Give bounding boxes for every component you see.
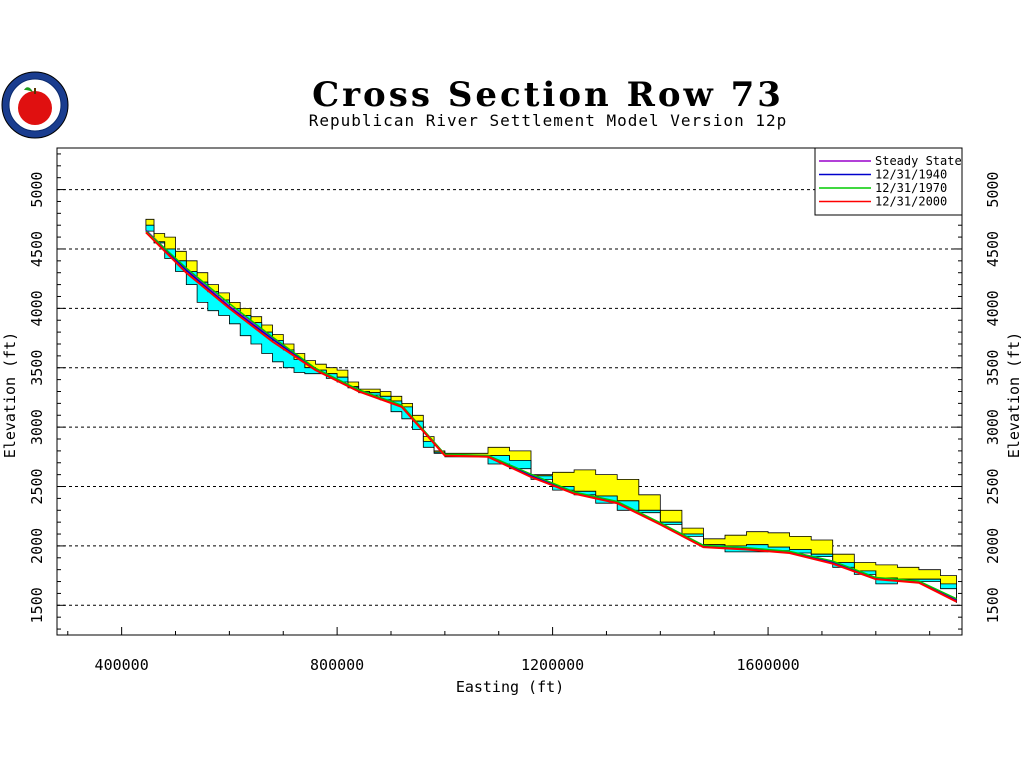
series-line-0	[145, 229, 957, 601]
apple-seal-logo	[1, 71, 69, 139]
y-tick-label-right: 1500	[984, 587, 1002, 623]
series-line-3	[145, 231, 958, 603]
series-line-1	[145, 230, 957, 602]
gridlines	[57, 189, 962, 606]
y-tick-label-right: 3000	[984, 409, 1002, 445]
layer-areas	[145, 218, 957, 603]
legend: Steady State12/31/194012/31/197012/31/20…	[814, 147, 963, 216]
y-tick-label-left: 5000	[28, 172, 46, 208]
x-tick-label: 1200000	[521, 656, 584, 674]
y-tick-label-left: 4500	[28, 231, 46, 267]
legend-label-2: 12/31/1970	[875, 181, 947, 195]
x-tick-label: 800000	[310, 656, 364, 674]
y-tick-label-left: 2500	[28, 468, 46, 504]
upper-layer-area	[145, 218, 957, 599]
chart-title: Cross Section Row 73	[312, 75, 784, 115]
y-tick-label-left: 3500	[28, 350, 46, 386]
series-line-2	[145, 230, 957, 600]
y-tick-label-right: 3500	[984, 350, 1002, 386]
legend-box	[814, 147, 963, 216]
chart-subtitle: Republican River Settlement Model Versio…	[309, 111, 787, 130]
y-tick-label-right: 4000	[984, 290, 1002, 326]
y-tick-label-left: 1500	[28, 587, 46, 623]
y-tick-label-left: 2000	[28, 528, 46, 564]
legend-label-0: Steady State	[875, 154, 962, 168]
y-tick-label-right: 4500	[984, 231, 1002, 267]
y-tick-label-right: 5000	[984, 172, 1002, 208]
y-tick-label-right: 2000	[984, 528, 1002, 564]
legend-label-1: 12/31/1940	[875, 168, 947, 182]
y-axis-label-left: Elevation (ft)	[1, 332, 19, 458]
tick-labels: 400000 800000 1200000 1600000 1500 1500 2000 20…	[28, 172, 1002, 674]
x-tick-label: 400000	[95, 656, 149, 674]
x-axis-label: Easting (ft)	[456, 678, 564, 696]
x-tick-label: 1600000	[736, 656, 799, 674]
y-tick-label-right: 2500	[984, 468, 1002, 504]
y-axis-label-right: Elevation (ft)	[1005, 332, 1023, 458]
y-tick-label-left: 4000	[28, 290, 46, 326]
y-tick-label-left: 3000	[28, 409, 46, 445]
series-lines	[145, 229, 958, 603]
legend-label-3: 12/31/2000	[875, 195, 947, 209]
axis-ticks	[57, 153, 962, 635]
